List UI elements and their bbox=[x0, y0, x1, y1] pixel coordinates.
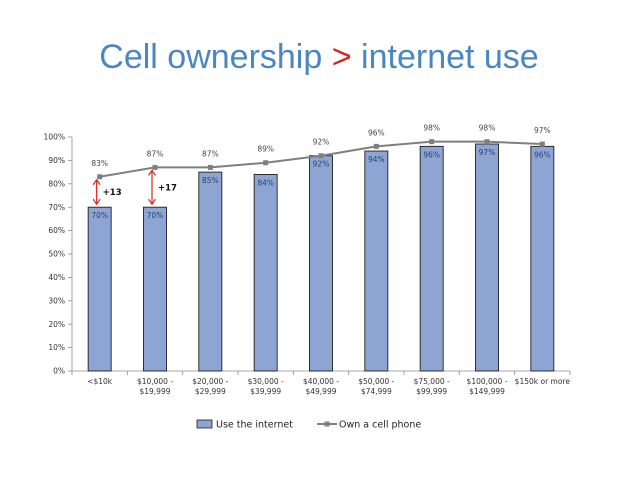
line-value-label: 83% bbox=[91, 159, 108, 168]
title-part1: Cell ownership bbox=[99, 38, 323, 76]
line-value-label: 92% bbox=[313, 138, 330, 147]
x-category-line: $30,000 - bbox=[248, 377, 284, 386]
y-tick-label: 40% bbox=[48, 273, 65, 282]
x-category-line: $19,999 bbox=[139, 387, 170, 396]
gap-arrow-head-bottom bbox=[92, 198, 101, 206]
gap-arrow-head-top bbox=[148, 169, 156, 176]
bar-value-label: 96% bbox=[423, 150, 440, 159]
y-tick-label: 90% bbox=[48, 156, 65, 165]
bar bbox=[143, 206, 167, 372]
legend: Use the internet Own a cell phone bbox=[196, 419, 421, 431]
bar bbox=[419, 145, 444, 372]
line-marker bbox=[207, 164, 213, 170]
x-category-line: $100,000 - bbox=[467, 377, 508, 386]
x-category-line: $20,000 - bbox=[192, 377, 228, 386]
line-marker bbox=[318, 153, 324, 159]
bar-series: 70% 70% 85% 84% 92% 94% 96% 97% 96% bbox=[87, 143, 555, 372]
x-category-line: $39,999 bbox=[250, 387, 281, 396]
gap-label: +13 bbox=[103, 188, 122, 198]
x-category-label: <$10k bbox=[87, 377, 113, 386]
legend-swatch-bar bbox=[196, 419, 213, 429]
chart-axes: 0% 10% 20% 30% 40% 50% 60% 70% 80% 90% 100% <$10k $1… bbox=[44, 133, 571, 396]
y-tick-label: 60% bbox=[48, 226, 65, 235]
line-marker bbox=[152, 164, 158, 170]
bar-value-label: 96% bbox=[534, 150, 551, 159]
title-operator: > bbox=[331, 38, 352, 76]
x-category-line: <$10k bbox=[87, 377, 113, 386]
gap-arrow-head-bottom bbox=[148, 198, 156, 206]
x-category-line: $49,999 bbox=[305, 387, 336, 396]
line-value-label: 98% bbox=[479, 124, 496, 133]
bar bbox=[309, 155, 333, 372]
bar-value-label: 94% bbox=[368, 155, 385, 164]
bar-value-label: 92% bbox=[313, 160, 330, 169]
line-value-label: 97% bbox=[534, 126, 551, 135]
bar bbox=[530, 145, 555, 372]
y-tick-label: 30% bbox=[48, 296, 65, 305]
line-series: 83% 87% 87% 89% 92% 96% 98% 98% 97% bbox=[91, 124, 551, 180]
x-category-line: $10,000 - bbox=[137, 377, 173, 386]
bar-value-label: 84% bbox=[257, 178, 274, 187]
line-value-label: 98% bbox=[423, 124, 440, 133]
x-category-line: $74,999 bbox=[361, 387, 392, 396]
x-category-line: $40,000 - bbox=[303, 377, 339, 386]
legend-label-line: Own a cell phone bbox=[339, 420, 421, 431]
x-category-line: $149,999 bbox=[469, 387, 505, 396]
x-category-label: $75,000 -$99,999 bbox=[414, 377, 450, 396]
x-category-label: $150k or more bbox=[515, 377, 571, 386]
gap-annotations: +13 +17 bbox=[92, 169, 177, 206]
line-marker bbox=[263, 160, 269, 166]
y-tick-label: 100% bbox=[44, 133, 65, 142]
slide-title: Cell ownership > internet use bbox=[0, 38, 638, 77]
y-tick-label: 20% bbox=[48, 320, 65, 329]
line-marker bbox=[539, 141, 545, 147]
line-marker bbox=[97, 174, 103, 180]
line-value-label: 96% bbox=[368, 128, 385, 137]
line-value-label: 87% bbox=[202, 149, 219, 158]
bar-value-label: 70% bbox=[147, 211, 164, 220]
x-category-label: $50,000 -$74,999 bbox=[358, 377, 394, 396]
legend-swatch-marker bbox=[324, 421, 330, 427]
gap-label: +17 bbox=[158, 183, 177, 193]
bar bbox=[475, 143, 499, 372]
y-tick-label: 0% bbox=[53, 367, 65, 376]
line-marker bbox=[429, 139, 435, 145]
x-category-label: $20,000 -$29,999 bbox=[192, 377, 228, 396]
legend-label-bar: Use the internet bbox=[216, 420, 293, 431]
bar bbox=[198, 171, 223, 372]
y-tick-label: 10% bbox=[48, 343, 65, 352]
x-category-label: $40,000 -$49,999 bbox=[303, 377, 339, 396]
line-marker bbox=[373, 143, 379, 149]
bar-value-label: 97% bbox=[479, 148, 496, 157]
gap-arrow-head-top bbox=[92, 178, 101, 186]
bar bbox=[253, 173, 278, 372]
bar-value-label: 70% bbox=[91, 211, 108, 220]
bar bbox=[364, 150, 389, 372]
x-category-line: $50,000 - bbox=[358, 377, 394, 386]
x-category-label: $100,000 -$149,999 bbox=[467, 377, 508, 396]
line-value-label: 87% bbox=[147, 149, 164, 158]
x-category-line: $29,999 bbox=[195, 387, 226, 396]
bar-value-label: 85% bbox=[202, 176, 219, 185]
x-category-label: $10,000 -$19,999 bbox=[137, 377, 173, 396]
bar bbox=[87, 206, 112, 372]
x-category-label: $30,000 -$39,999 bbox=[248, 377, 284, 396]
y-tick-label: 70% bbox=[48, 203, 65, 212]
y-tick-label: 80% bbox=[48, 179, 65, 188]
x-category-line: $99,999 bbox=[416, 387, 447, 396]
y-tick-label: 50% bbox=[48, 250, 65, 259]
line-marker bbox=[484, 139, 490, 145]
x-category-line: $75,000 - bbox=[414, 377, 450, 386]
title-part2: internet use bbox=[361, 38, 539, 76]
x-category-line: $150k or more bbox=[515, 377, 571, 386]
line-value-label: 89% bbox=[257, 145, 274, 154]
